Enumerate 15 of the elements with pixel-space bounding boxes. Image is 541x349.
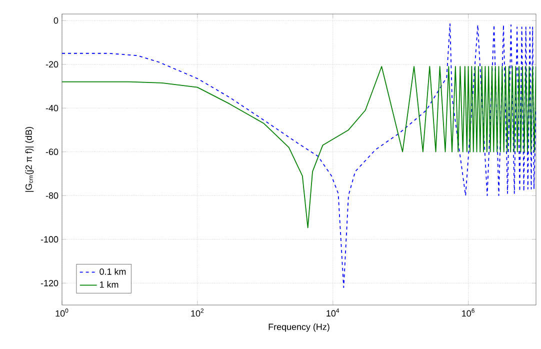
x-axis-title: Frequency (Hz) [268,323,330,332]
x-tick-label: 10$^{6}$ [462,308,474,317]
y-tick-label: -20 [46,61,58,68]
y-tick-label: -120 [40,280,58,286]
x-tick-label: 10$^{2}$ [191,308,204,317]
y-tick-label: -60 [46,148,58,156]
y-tick-label: 0 [54,17,58,24]
legend-label: 1 km [100,281,118,288]
y-axis-title: |G$_{cm}$(j2 π f)| (dB) [25,126,34,192]
legend-label: 0.1 km [100,268,126,275]
x-tick-label: 10$^{4}$ [326,308,340,317]
x-tick-label: 10$^{0}$ [56,308,68,317]
y-tick-label: -80 [46,192,58,199]
y-tick-label: -40 [46,104,58,112]
y-tick-label: -100 [40,236,58,243]
